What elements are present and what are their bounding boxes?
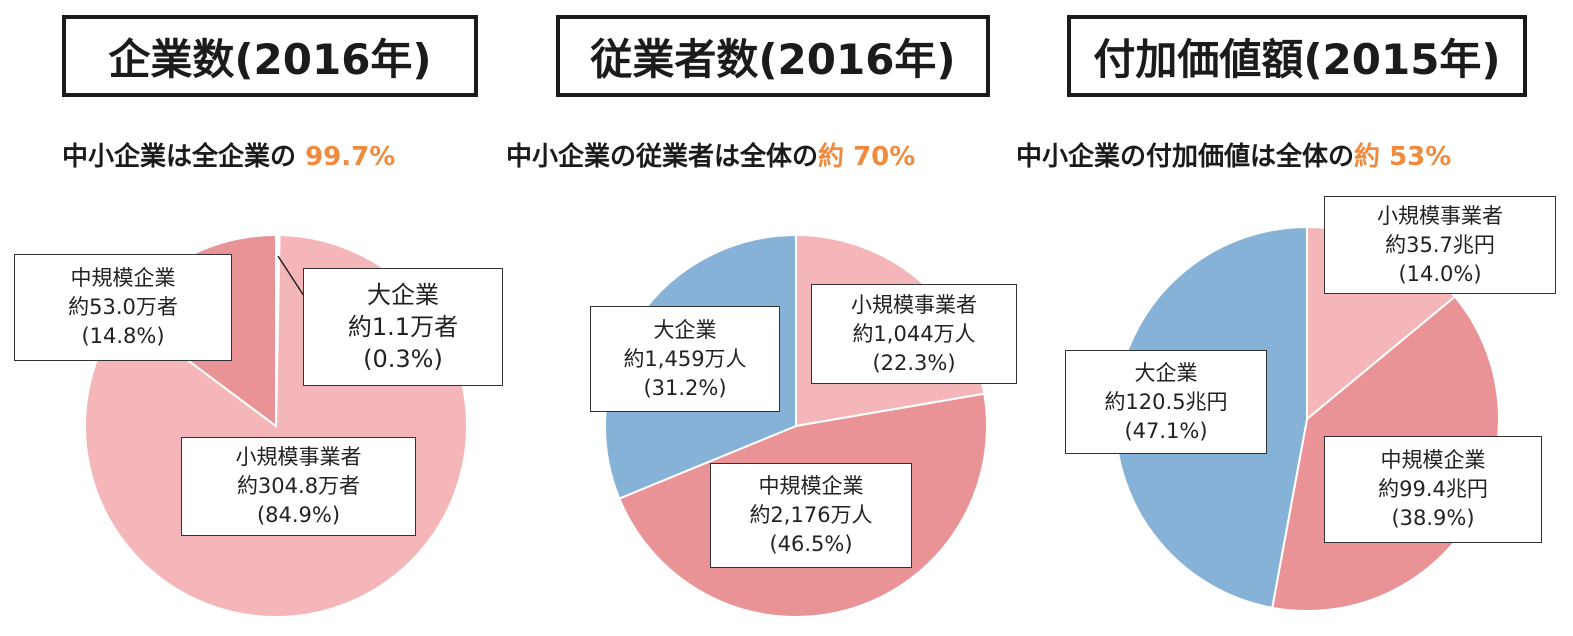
slice-name: 小規模事業者 (1377, 203, 1503, 228)
chart-panel-1: 企業数(2016年) 中小企業は全企業の 99.7% 中規模企業 約53.0万者… (0, 0, 520, 636)
slice-value: 約1,459万人 (623, 346, 747, 371)
chart-subtitle: 中小企業の従業者は全体の約 70% (506, 136, 915, 173)
slice-name: 中規模企業 (1380, 448, 1486, 472)
slice-name: 中規模企業 (70, 266, 176, 290)
slice-label-small: 小規模事業者 約35.7兆円 (14.0%) (1324, 196, 1556, 294)
slice-name: 中規模企業 (758, 474, 864, 498)
subtitle-text: 中小企業の従業者は全体の (506, 142, 819, 172)
slice-name: 小規模事業者 (851, 292, 977, 317)
slice-label-medium: 中規模企業 約53.0万者 (14.8%) (14, 254, 232, 361)
slice-percent: (14.8%) (81, 324, 165, 348)
slice-name: 大企業 (1134, 360, 1198, 385)
pie-slice (1271, 295, 1500, 612)
chart-title: 従業者数(2016年) (556, 15, 990, 97)
subtitle-highlight: 約 70% (818, 142, 916, 172)
subtitle-text: 中小企業は全企業の (62, 142, 306, 172)
pie-slice (1114, 225, 1308, 609)
slice-value: 約99.4兆円 (1378, 477, 1488, 501)
slice-percent: (84.9%) (256, 503, 341, 527)
slice-label-small: 小規模事業者 約1,044万人 (22.3%) (811, 284, 1017, 384)
slice-percent: (22.3%) (872, 350, 956, 375)
pie-chart (1114, 225, 1500, 612)
slice-label-medium: 中規模企業 約2,176万人 (46.5%) (710, 463, 912, 568)
pie-slice (618, 392, 988, 618)
pie-slice (604, 233, 797, 500)
slice-value: 約2,176万人 (749, 503, 873, 527)
chart-title: 付加価値額(2015年) (1067, 15, 1527, 97)
slice-percent: (47.1%) (1124, 418, 1208, 443)
slice-label-medium: 中規模企業 約99.4兆円 (38.9%) (1324, 436, 1542, 543)
slice-value: 約120.5兆円 (1104, 389, 1228, 414)
pie-chart (604, 233, 988, 618)
slice-label-small: 小規模事業者 約304.8万者 (84.9%) (181, 437, 416, 536)
slice-value: 約53.0万者 (68, 295, 178, 319)
chart-subtitle: 中小企業は全企業の 99.7% (62, 136, 395, 173)
leader-line (277, 255, 305, 297)
slice-label-large: 大企業 約1,459万人 (31.2%) (590, 306, 780, 412)
slice-label-large: 大企業 約120.5兆円 (47.1%) (1065, 350, 1267, 454)
slice-name: 小規模事業者 (235, 445, 362, 469)
slice-percent: (38.9%) (1391, 506, 1475, 530)
chart-title: 企業数(2016年) (62, 15, 478, 97)
slice-name: 大企業 (367, 281, 439, 309)
slice-percent: (14.0%) (1398, 261, 1482, 286)
slice-percent: (0.3%) (363, 345, 443, 373)
subtitle-highlight: 99.7% (305, 142, 396, 172)
slice-label-large: 大企業 約1.1万者 (0.3%) (303, 268, 503, 386)
chart-subtitle: 中小企業の付加価値は全体の約 53% (1016, 136, 1451, 173)
slice-value: 約1.1万者 (347, 313, 459, 341)
subtitle-highlight: 約 53% (1354, 142, 1452, 172)
slice-value: 約1,044万人 (852, 321, 976, 346)
pie-slice (1306, 225, 1457, 422)
slice-percent: (31.2%) (643, 375, 727, 400)
slice-name: 大企業 (653, 317, 717, 342)
slice-value: 約304.8万者 (236, 474, 361, 498)
slice-percent: (46.5%) (769, 532, 853, 556)
subtitle-text: 中小企業の付加価値は全体の (1016, 142, 1355, 172)
pie-slice (795, 233, 986, 428)
slice-value: 約35.7兆円 (1385, 232, 1495, 257)
